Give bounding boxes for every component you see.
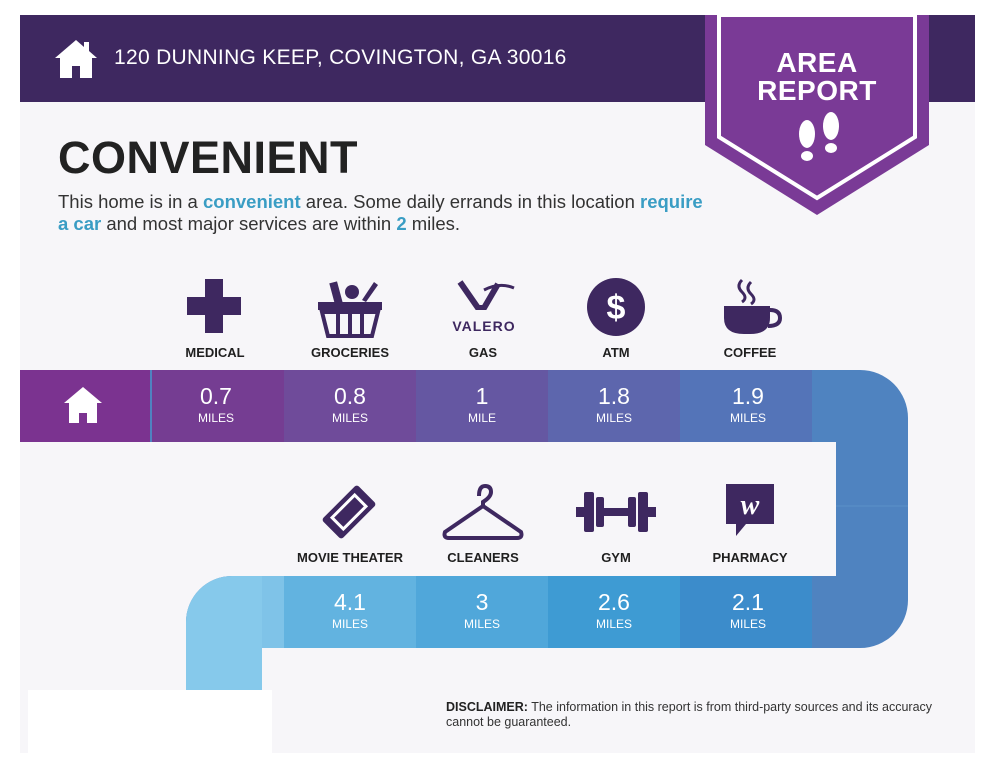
walgreens-logo-icon: w <box>726 484 774 536</box>
dollar-icon: $ <box>587 278 645 336</box>
category-label: PHARMACY <box>712 550 788 565</box>
distance-cell: 1.8 MILES <box>595 383 632 425</box>
blank-box <box>28 690 272 753</box>
category-label: MEDICAL <box>185 345 245 360</box>
category-label: GAS <box>468 345 498 360</box>
page-title: CONVENIENT <box>58 132 359 183</box>
disclaimer: DISCLAIMER: The information in this repo… <box>446 700 933 729</box>
distance-cell: 0.8 MILES <box>331 383 368 425</box>
intro-text: This home is in a convenient area. Some … <box>58 191 703 234</box>
footprints-icon <box>799 112 839 161</box>
valero-logo-icon: VALERO <box>448 280 520 334</box>
home-icon <box>55 40 97 78</box>
medical-cross-icon <box>187 279 241 333</box>
distance-cell: 3 MILES <box>463 589 500 631</box>
badge-line-1: AREA <box>776 47 858 78</box>
coffee-cup-icon <box>724 278 782 334</box>
category-label: MOVIE THEATER <box>297 550 403 565</box>
distance-cell: 0.7 MILES <box>197 383 234 425</box>
svg-text:$: $ <box>607 289 626 327</box>
distance-cell: 1.9 MILES <box>729 383 766 425</box>
distance-cell: 2.6 MILES <box>595 589 632 631</box>
distance-cell: 4.1 MILES <box>331 589 368 631</box>
dumbbell-icon <box>576 492 656 532</box>
distance-cell: 1 MILE <box>467 383 496 425</box>
property-address: 120 DUNNING KEEP, COVINGTON, GA 30016 <box>114 46 567 69</box>
category-label: ATM <box>602 345 630 360</box>
grocery-basket-icon <box>318 281 382 338</box>
area-report-badge: AREA REPORT <box>705 15 929 215</box>
road-home-icon <box>64 387 102 423</box>
svg-text:w: w <box>741 490 760 521</box>
category-label: COFFEE <box>723 345 777 360</box>
badge-line-2: REPORT <box>757 75 877 106</box>
hanger-icon <box>442 484 524 540</box>
distance-cell: 2.1 MILES <box>729 589 766 631</box>
valero-brand-text: VALERO <box>452 318 516 334</box>
category-label: GROCERIES <box>310 345 389 360</box>
category-label: GYM <box>601 550 631 565</box>
ticket-icon <box>322 485 376 539</box>
category-label: CLEANERS <box>447 550 519 565</box>
